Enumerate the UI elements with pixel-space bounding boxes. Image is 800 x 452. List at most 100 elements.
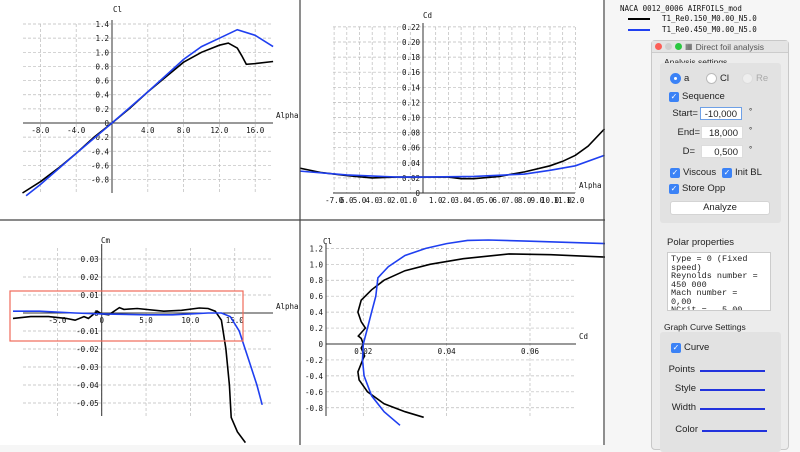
y-tick-label: -0.6	[305, 388, 324, 397]
cl-alpha-chart[interactable]: -8.0-4.04.08.012.016.0-0.8-0.6-0.4-0.200…	[22, 5, 299, 197]
y-tick-label: -0.05	[76, 399, 99, 408]
cd-alpha-chart[interactable]: -7.06.0 5.0 4.0 3.0 2.0 1.0 1.0 2.0 3.0 4.0 5.0 6.0…	[300, 11, 605, 205]
y-tick-label: 0.18	[402, 53, 421, 62]
y-tick-label: -0.2	[91, 133, 109, 142]
width-label: Width	[671, 402, 696, 413]
zoom-window-button[interactable]	[675, 43, 682, 50]
series-line-T1_Re0.150_M0.00_N5.0	[12, 306, 247, 444]
legend-label: T1_Re0.150_M0.00_N5.0	[662, 14, 757, 23]
store-opp-checkbox[interactable]: ✓ Store Opp	[669, 183, 725, 194]
y-tick-label: -0.02	[76, 345, 99, 354]
x-tick-label: 10.0	[541, 196, 560, 205]
polar-properties-text[interactable]: Type = 0 (Fixed speed) Reynolds number =…	[667, 252, 771, 311]
cl-cd-chart[interactable]: 0.02 0.04 0.06-0.8-0.6-0.4-0.200.20.40.60.…	[305, 237, 605, 426]
legend-label: T1_Re0.450_M0.00_N5.0	[662, 25, 757, 34]
x-tick-label: -7.0	[325, 196, 344, 205]
x-tick-label: 6.0	[492, 196, 506, 205]
x-axis-title: Alpha	[276, 302, 299, 311]
x-tick-label: 8.0	[177, 126, 191, 135]
checkbox-label: Curve	[684, 342, 710, 353]
x-tick-label: 16.0	[246, 126, 265, 135]
y-tick-label: 0.16	[402, 68, 421, 77]
cm-alpha-chart[interactable]: -5.005.010.015.0-0.05-0.04-0.03-0.02-0.0…	[12, 236, 299, 444]
x-axis-title: Alpha	[579, 181, 602, 190]
y-tick-label: -0.01	[76, 327, 99, 336]
delta-label: D=	[682, 146, 695, 157]
radio-cl[interactable]: Cl	[706, 73, 729, 84]
y-tick-label: 0.04	[402, 159, 421, 168]
y-tick-label: -0.6	[91, 161, 110, 170]
color-selector[interactable]	[702, 430, 767, 432]
checkmark-icon: ✓	[722, 167, 732, 178]
series-line-T1_Re0.450_M0.00_N5.0	[361, 239, 605, 426]
radio-label: Cl	[720, 73, 729, 84]
degree-unit: °	[749, 126, 753, 135]
y-tick-label: 0.8	[309, 276, 323, 285]
y-tick-label: 0.02	[81, 273, 99, 282]
y-tick-label: 1.2	[95, 34, 109, 43]
curve-checkbox[interactable]: ✓ Curve	[671, 342, 709, 353]
series-line-T1_Re0.150_M0.00_N5.0	[357, 253, 605, 419]
degree-unit: °	[749, 107, 753, 116]
x-axis-title: Alpha	[276, 111, 299, 120]
y-tick-label: 0.8	[95, 62, 109, 71]
viscous-checkbox[interactable]: ✓ Viscous	[670, 167, 716, 178]
checkbox-label: Init BL	[735, 167, 762, 178]
end-input[interactable]: 18,000	[701, 126, 743, 139]
y-tick-label: -0.4	[91, 147, 110, 156]
legend-item: T1_Re0.450_M0.00_N5.0	[620, 24, 757, 35]
x-tick-label: 4.0	[141, 126, 155, 135]
checkmark-icon: ✓	[669, 183, 679, 194]
graph-curve-settings-group: ✓ Curve Points Style Width Color	[660, 332, 781, 452]
delta-input[interactable]: 0,500	[701, 145, 743, 158]
x-tick-label: 3.0	[454, 196, 468, 205]
x-tick-label: -5.0	[48, 316, 67, 325]
minimize-window-button[interactable]	[665, 43, 672, 50]
x-tick-label: 5.0	[139, 316, 153, 325]
y-tick-label: 0	[318, 340, 323, 349]
style-label: Style	[674, 383, 696, 394]
start-label: Start=	[672, 108, 698, 119]
checkmark-icon: ✓	[671, 342, 681, 353]
points-selector[interactable]	[700, 370, 765, 372]
dialog-titlebar[interactable]: ▦ Direct foil analysis	[652, 41, 788, 53]
x-tick-label: -8.0	[31, 126, 50, 135]
radio-alpha[interactable]: a	[670, 73, 689, 84]
graph-legend: NACA 0012_0006 AIRFOILS_mod T1_Re0.150_M…	[620, 4, 757, 35]
x-tick-label: 0.04	[438, 347, 457, 356]
y-tick-label: -0.2	[305, 356, 323, 365]
legend-swatch	[628, 28, 650, 31]
checkbox-label: Store Opp	[682, 183, 726, 194]
start-input[interactable]: -10,000	[700, 107, 742, 120]
y-tick-label: 0.12	[402, 98, 420, 107]
points-label: Points	[668, 364, 695, 375]
checkmark-icon: ✓	[670, 167, 680, 178]
init-bl-checkbox[interactable]: ✓ Init BL	[722, 167, 762, 178]
radio-label: a	[684, 73, 690, 84]
y-tick-label: -0.03	[76, 363, 99, 372]
y-tick-label: -0.8	[305, 404, 324, 413]
x-tick-label: 2.0	[442, 196, 456, 205]
radio-icon	[742, 73, 753, 84]
polar-graphs: -8.0 -4.0 4.0 8.0 12.0 16.0 -0.8 -0.6 -0.4 -0.2 0 0…	[0, 0, 605, 445]
radio-label: Re	[756, 73, 769, 84]
style-selector[interactable]	[700, 389, 765, 391]
checkbox-label: Viscous	[683, 167, 717, 178]
sequence-checkbox[interactable]: ✓ Sequence	[669, 91, 725, 102]
close-window-button[interactable]	[655, 43, 662, 50]
y-tick-label: -0.8	[91, 176, 110, 185]
highlight-rectangle	[9, 290, 244, 342]
x-axis-title: Cd	[579, 332, 588, 341]
y-tick-label: 1.0	[95, 48, 109, 57]
y-axis-title: Cl	[323, 237, 332, 246]
color-label: Color	[675, 424, 698, 435]
x-tick-label: 12.0	[566, 196, 585, 205]
series-line-T1_Re0.450_M0.00_N5.0	[13, 310, 263, 406]
y-tick-label: 0.01	[81, 291, 99, 300]
width-selector[interactable]	[700, 408, 765, 410]
y-tick-label: 0.06	[402, 144, 421, 153]
analyze-button[interactable]: Analyze	[670, 201, 770, 215]
x-tick-label: 3.0	[378, 196, 392, 205]
x-tick-label: 4.0	[467, 196, 481, 205]
x-tick-label: 11.0	[554, 196, 573, 205]
